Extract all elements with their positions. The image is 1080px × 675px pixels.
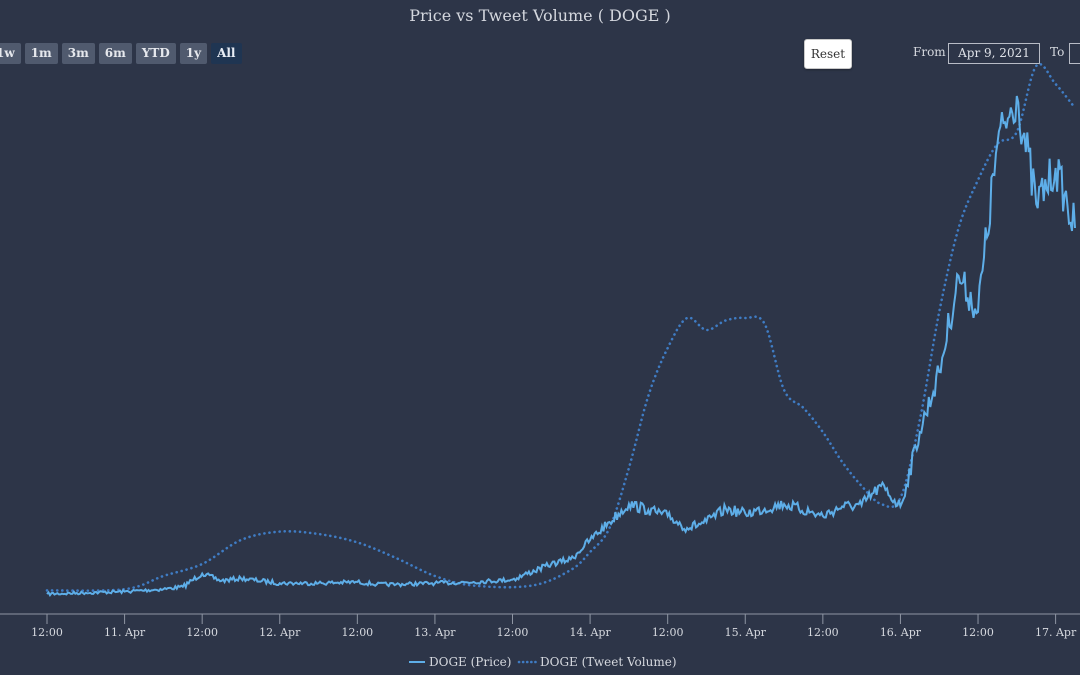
series-line-price xyxy=(46,95,1076,598)
x-tick-label: 16. Apr xyxy=(880,626,922,639)
from-label: From xyxy=(913,45,946,59)
range-button-3m[interactable]: 3m xyxy=(61,43,95,64)
x-tick-label: 13. Apr xyxy=(414,626,456,639)
x-tick-label: 12:00 xyxy=(341,626,373,639)
chart-title: Price vs Tweet Volume ( DOGE ) xyxy=(409,6,671,25)
series-line-tweet-volume xyxy=(45,62,1077,592)
x-tick-label: 14. Apr xyxy=(569,626,611,639)
legend-item-tweet-volume[interactable]: DOGE (Tweet Volume) xyxy=(517,655,677,669)
to-label: To xyxy=(1050,45,1065,59)
range-selector: 1w 1m 3m 6m YTD 1y All xyxy=(0,43,242,64)
legend-label-price: DOGE (Price) xyxy=(429,655,511,669)
x-tick-label: 17. Apr xyxy=(1035,626,1077,639)
range-button-1w[interactable]: 1w xyxy=(0,43,21,64)
reset-zoom-button[interactable]: Reset xyxy=(804,39,852,69)
from-date-input[interactable]: Apr 9, 2021 xyxy=(948,43,1040,64)
legend-label-tweet-volume: DOGE (Tweet Volume) xyxy=(540,655,677,669)
range-button-1y[interactable]: 1y xyxy=(179,43,208,64)
x-tick-label: 12:00 xyxy=(807,626,839,639)
range-button-all[interactable]: All xyxy=(211,43,242,64)
range-button-6m[interactable]: 6m xyxy=(98,43,132,64)
range-button-1m[interactable]: 1m xyxy=(24,43,58,64)
x-tick-label: 11. Apr xyxy=(104,626,146,639)
x-tick-label: 12:00 xyxy=(652,626,684,639)
to-date-input[interactable] xyxy=(1069,43,1080,64)
x-tick-label: 12:00 xyxy=(186,626,218,639)
x-tick-label: 12:00 xyxy=(31,626,63,639)
legend: DOGE (Price) DOGE (Tweet Volume) xyxy=(409,655,677,669)
x-tick-label: 12:00 xyxy=(497,626,529,639)
x-tick-label: 15. Apr xyxy=(725,626,767,639)
x-tick-label: 12:00 xyxy=(962,626,994,639)
x-tick-label: 12. Apr xyxy=(259,626,301,639)
legend-item-price[interactable]: DOGE (Price) xyxy=(409,655,511,669)
range-button-ytd[interactable]: YTD xyxy=(135,43,176,64)
